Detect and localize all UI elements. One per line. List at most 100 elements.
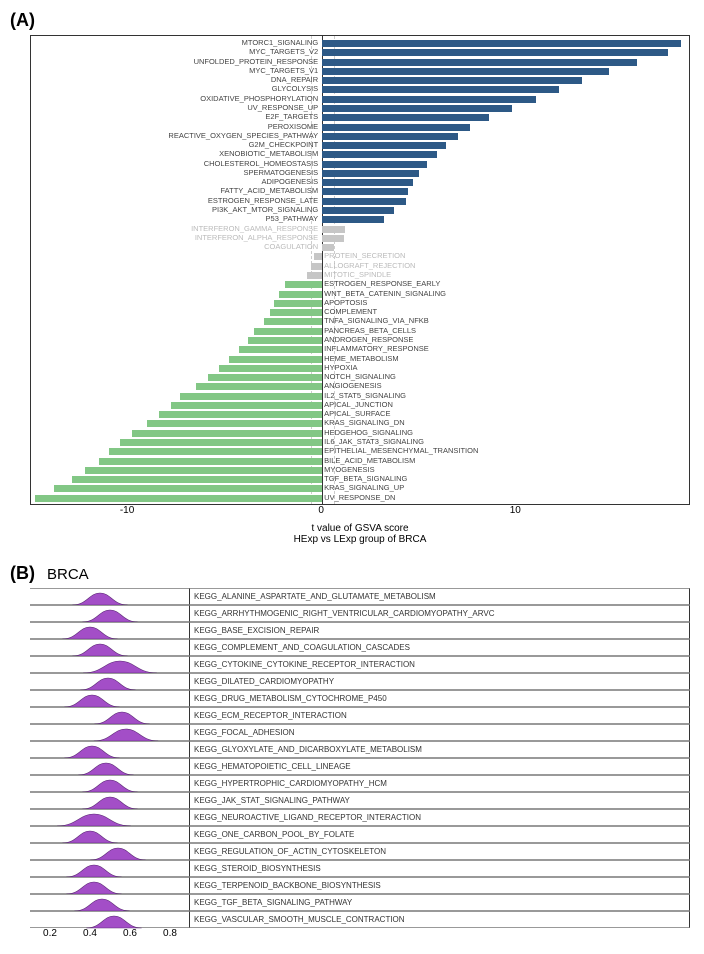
panel-b-body: KEGG_ALANINE_ASPARTATE_AND_GLUTAMATE_MET… (30, 588, 690, 944)
ridge-left (30, 775, 190, 792)
bar-rect (322, 161, 427, 168)
ridge-curve (82, 780, 137, 792)
ridge-curve (66, 865, 121, 877)
ridge-row: KEGG_BASE_EXCISION_REPAIR (30, 622, 690, 639)
bar-row: MYC_TARGETS_V1 (31, 67, 689, 76)
bar-row: HEME_METABOLISM (31, 355, 689, 364)
bar-rect (229, 356, 322, 363)
bar-rect (72, 476, 322, 483)
x-tick: -10 (120, 505, 134, 516)
bar-label: KRAS_SIGNALING_UP (324, 483, 404, 492)
ridge-curve (66, 882, 121, 894)
ridge-row: KEGG_HYPERTROPHIC_CARDIOMYOPATHY_HCM (30, 775, 690, 792)
ridge-label: KEGG_BASE_EXCISION_REPAIR (190, 622, 690, 639)
ridge-label: KEGG_TERPENOID_BACKBONE_BIOSYNTHESIS (190, 877, 690, 894)
bar-rect (314, 253, 322, 260)
bar-rect (285, 281, 322, 288)
ridge-row: KEGG_DILATED_CARDIOMYOPATHY (30, 673, 690, 690)
ridge-curve (78, 763, 133, 775)
ridge-curve (82, 610, 137, 622)
ridge-row: KEGG_NEUROACTIVE_LIGAND_RECEPTOR_INTERAC… (30, 809, 690, 826)
panel-b: (B) BRCA KEGG_ALANINE_ASPARTATE_AND_GLUT… (10, 563, 694, 944)
ridge-row: KEGG_ONE_CARBON_POOL_BY_FOLATE (30, 826, 690, 843)
bar-label: UV_RESPONSE_UP (247, 103, 318, 112)
bar-label: EPITHELIAL_MESENCHYMAL_TRANSITION (324, 446, 478, 455)
bar-rect (322, 49, 668, 56)
bar-label: ADIPOGENESIS (262, 177, 319, 186)
bar-row: CHOLESTEROL_HOMEOSTASIS (31, 160, 689, 169)
panel-b-title: BRCA (47, 566, 89, 583)
ridge-label: KEGG_STEROID_BIOSYNTHESIS (190, 860, 690, 877)
ridge-curve (64, 746, 119, 758)
ridge-row: KEGG_REGULATION_OF_ACTIN_CYTOSKELETON (30, 843, 690, 860)
chart-a-plot: MTORC1_SIGNALINGMYC_TARGETS_V2UNFOLDED_P… (30, 35, 690, 505)
ridge-curve (83, 661, 157, 673)
ridge-left (30, 605, 190, 622)
bar-rect (311, 263, 323, 270)
bar-rect (248, 337, 322, 344)
ridge-label: KEGG_ECM_RECEPTOR_INTERACTION (190, 707, 690, 724)
bar-rect (322, 188, 407, 195)
bar-row: GLYCOLYSIS (31, 85, 689, 94)
ridge-left (30, 792, 190, 809)
panel-a-label: (A) (10, 10, 694, 31)
bar-rect (54, 485, 322, 492)
bar-label: ESTROGEN_RESPONSE_LATE (208, 196, 318, 205)
bar-rect (147, 420, 322, 427)
ridge-curve (62, 627, 117, 639)
bar-label: COMPLEMENT (324, 307, 377, 316)
bar-label: ANDROGEN_RESPONSE (324, 335, 413, 344)
bar-row: P53_PATHWAY (31, 215, 689, 224)
bar-label: PANCREAS_BETA_CELLS (324, 326, 416, 335)
ridge-row: KEGG_STEROID_BIOSYNTHESIS (30, 860, 690, 877)
bar-label: FATTY_ACID_METABOLISM (221, 186, 319, 195)
bar-rect (322, 226, 345, 233)
ridge-left (30, 894, 190, 911)
bar-label: ANGIOGENESIS (324, 381, 382, 390)
ridge-left (30, 809, 190, 826)
bar-label: MYC_TARGETS_V2 (249, 47, 318, 56)
bar-label: KRAS_SIGNALING_DN (324, 418, 404, 427)
bar-row: PI3K_AKT_MTOR_SIGNALING (31, 206, 689, 215)
ridge-left (30, 673, 190, 690)
bar-rect (279, 291, 322, 298)
bar-rect (322, 151, 437, 158)
ridge-left (30, 656, 190, 673)
bar-rect (219, 365, 322, 372)
bar-rect (322, 170, 419, 177)
bar-row: MTORC1_SIGNALING (31, 39, 689, 48)
bar-rect (322, 105, 512, 112)
ridge-row: KEGG_TERPENOID_BACKBONE_BIOSYNTHESIS (30, 877, 690, 894)
bar-label: OXIDATIVE_PHOSPHORYLATION (200, 94, 318, 103)
chart-a: MTORC1_SIGNALINGMYC_TARGETS_V2UNFOLDED_P… (30, 35, 690, 545)
bar-row: ADIPOGENESIS (31, 178, 689, 187)
ridge-label: KEGG_HYPERTROPHIC_CARDIOMYOPATHY_HCM (190, 775, 690, 792)
bar-rect (322, 142, 446, 149)
ridge-row: KEGG_TGF_BETA_SIGNALING_PATHWAY (30, 894, 690, 911)
ridge-curve (90, 848, 145, 860)
bar-label: COAGULATION (264, 242, 318, 251)
bar-row: E2F_TARGETS (31, 113, 689, 122)
bar-label: APOPTOSIS (324, 298, 367, 307)
bar-label: XENOBIOTIC_METABOLISM (219, 149, 318, 158)
bar-label: UV_RESPONSE_DN (324, 493, 395, 502)
bar-rect (99, 458, 322, 465)
bar-row: SPERMATOGENESIS (31, 169, 689, 178)
bar-label: MITOTIC_SPINDLE (324, 270, 391, 279)
ridge-curve (72, 593, 127, 605)
bar-label: HEME_METABOLISM (324, 354, 398, 363)
ridge-left (30, 622, 190, 639)
bar-label: ESTROGEN_RESPONSE_EARLY (324, 279, 440, 288)
ridge-row: KEGG_ALANINE_ASPARTATE_AND_GLUTAMATE_MET… (30, 588, 690, 605)
ridge-label: KEGG_ALANINE_ASPARTATE_AND_GLUTAMATE_MET… (190, 588, 690, 605)
bar-rect (322, 198, 405, 205)
bar-rect (322, 59, 636, 66)
ridge-left (30, 588, 190, 605)
bar-label: DNA_REPAIR (271, 75, 318, 84)
bar-label: SPERMATOGENESIS (243, 168, 318, 177)
bar-row: UV_RESPONSE_DN (31, 494, 689, 503)
bar-label: WNT_BETA_CATENIN_SIGNALING (324, 289, 446, 298)
bar-row: INTERFERON_ALPHA_RESPONSE (31, 234, 689, 243)
chart-a-xtitle-line1: t value of GSVA score (30, 523, 690, 534)
ridge-left (30, 860, 190, 877)
